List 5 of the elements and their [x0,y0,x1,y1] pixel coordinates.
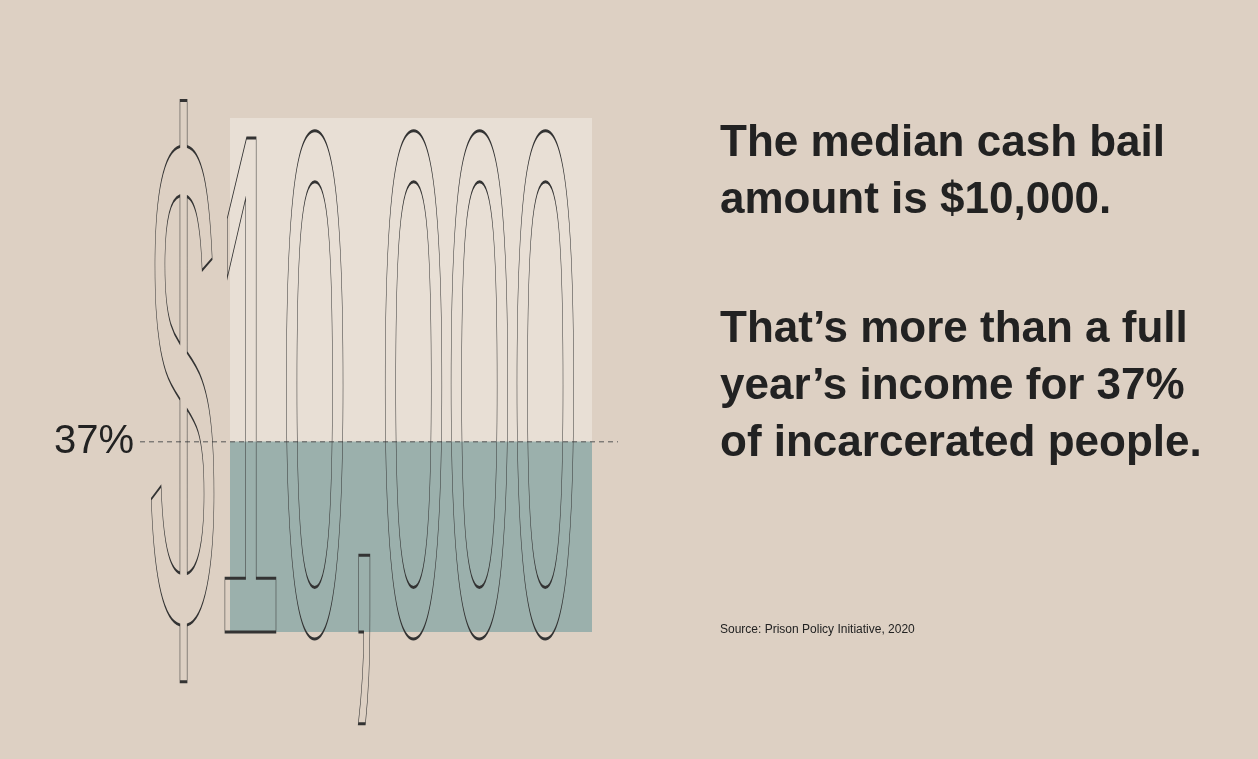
text: The median cash bail amount is $10,000. [720,115,1167,225]
ref-line-label: 37% [53,416,134,461]
annotation: $10,000 [150,0,579,759]
text: That’s more than a full year’s income for 37% of incarcerated people. [720,301,1203,468]
source-note: Source: Prison Policy Initiative, 2020 [720,622,915,636]
